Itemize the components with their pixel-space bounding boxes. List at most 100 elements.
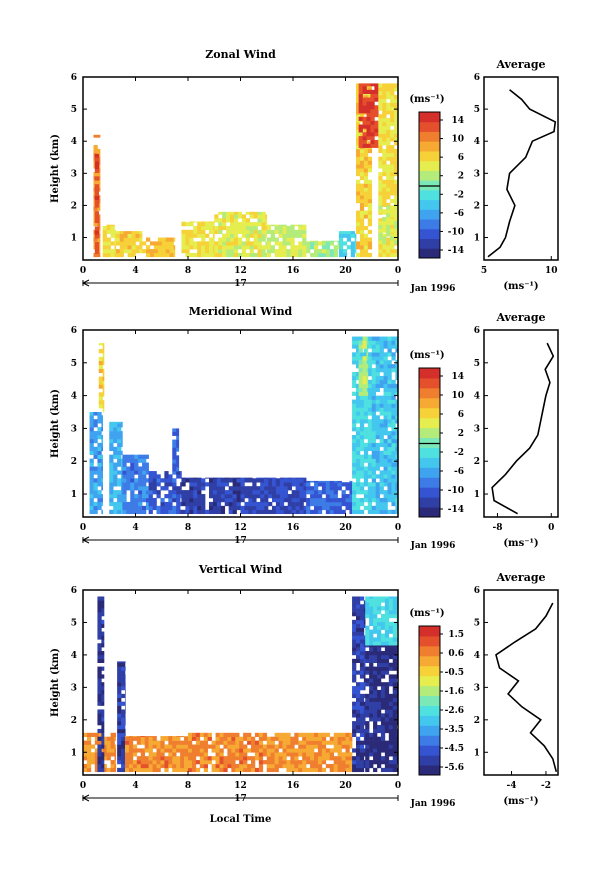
heatmap-cell [352,631,357,636]
heatmap-cell [356,756,361,761]
heatmap-cell [329,505,334,511]
x-tick-label: 16 [287,266,300,276]
heatmap-cell [93,446,98,452]
heatmap-cell [359,423,365,428]
heatmap-cell [299,509,304,515]
heatmap-cell [131,245,136,250]
heatmap-cell [384,647,390,652]
heatmap-cell [303,477,307,479]
heatmap-cell [395,434,399,440]
heatmap-cell [380,625,386,630]
heatmap-cell [121,721,126,726]
heatmap-cell [218,222,223,227]
heatmap-cell [380,760,386,765]
heatmap-cell [365,602,370,607]
heatmap-cell [102,384,105,389]
chart-title: Zonal Wind [205,48,276,61]
heatmap-cell [101,494,103,499]
heatmap-cell [363,175,369,181]
heatmap-cell [253,211,258,215]
heatmap-cell [148,474,153,479]
heatmap-cell [369,689,374,695]
heatmap-cell [359,446,365,452]
heatmap-cell [168,736,173,738]
heatmap-cell [287,509,292,515]
heatmap-cell [121,760,126,765]
heatmap-cell [290,740,295,745]
heatmap-cell [94,191,100,197]
heatmap-cell [231,744,236,749]
colorbar-swatch [419,150,440,162]
heatmap-cell [378,91,383,96]
heatmap-cell [189,490,194,495]
heatmap-cell [270,233,275,238]
heatmap-cell [363,600,366,605]
heatmap-cell [86,756,92,761]
heatmap-cell [373,666,378,671]
heatmap-cell [392,725,397,730]
heatmap-cell [369,658,374,664]
heatmap-cell [243,763,248,769]
heatmap-cell [329,486,334,491]
heatmap-cell [121,732,126,738]
heatmap-cell [356,191,361,196]
heatmap-cell [346,233,352,238]
heatmap-cell [379,458,384,463]
heatmap-cell [115,231,121,234]
heatmap-cell [146,249,151,254]
heatmap-cell [275,501,281,507]
heatmap-cell [191,736,197,741]
heatmap-cell [391,497,396,503]
heatmap-cell [359,674,365,679]
heatmap-cell [382,125,387,130]
heatmap-cell [136,740,142,745]
heatmap-cell [254,732,260,738]
heatmap-cell [314,752,319,757]
profile-x-tick-label: -8 [492,523,502,533]
heatmap-cell [185,494,190,499]
heatmap-cell [211,744,216,749]
heatmap-cell [128,756,134,761]
heatmap-cell [333,736,338,741]
heatmap-cell [195,767,201,773]
heatmap-cell [356,148,361,154]
heatmap-cell [356,179,361,184]
x-tick-label: 0 [395,781,401,791]
heatmap-cell [359,160,365,165]
heatmap-cell [165,245,170,250]
heatmap-cell [144,767,149,773]
heatmap-cell [97,666,102,671]
heatmap-cell [176,736,181,738]
heatmap-cell [232,509,237,515]
heatmap-cell [386,241,391,246]
heatmap-cell [306,245,311,250]
heatmap-cell [359,658,365,664]
heatmap-cell [363,748,366,753]
heatmap-cell [195,744,201,749]
heatmap-cell [362,340,367,345]
heatmap-cell [231,760,236,765]
heatmap-cell [127,237,132,242]
heatmap-cell [135,237,140,242]
heatmap-cell [239,752,244,757]
heatmap-cell [224,494,229,499]
heatmap-cell [390,160,395,165]
heatmap-cell [197,229,202,234]
heatmap-cell [142,486,147,491]
heatmap-cell [363,407,369,412]
heatmap-cell [132,736,138,738]
heatmap-cell [122,470,127,475]
heatmap-cell [123,241,128,246]
heatmap-cell [295,494,300,499]
heatmap-cell [377,625,382,630]
heatmap-cell [189,505,194,511]
heatmap-cell [93,466,98,471]
heatmap-cell [298,224,303,227]
heatmap-cell [392,767,397,773]
heatmap-cell [354,241,357,246]
heatmap-cell [365,705,370,710]
heatmap-cell [270,756,275,761]
heatmap-cell [279,494,285,499]
heatmap-cell [231,732,236,738]
heatmap-cell [138,490,143,495]
